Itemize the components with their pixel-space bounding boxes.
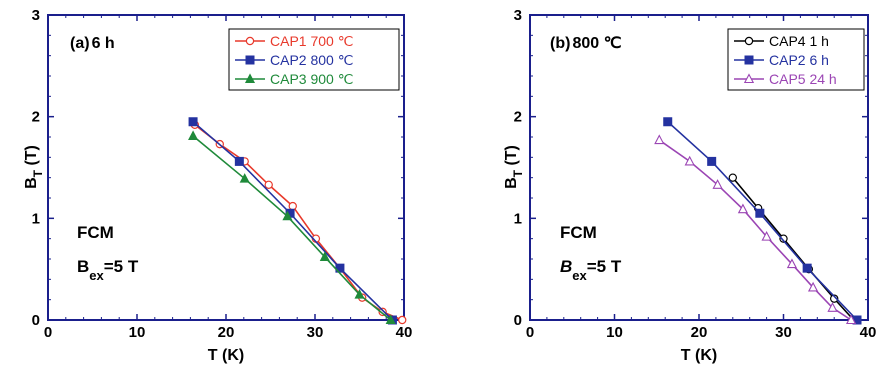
y-tick-label: 3: [32, 7, 40, 24]
series-line-1: [192, 121, 393, 321]
y-tick-label: 1: [32, 210, 40, 227]
data-point-series-0: [264, 180, 273, 189]
data-point-series-0: [398, 315, 407, 325]
data-point-series-0: [378, 307, 387, 317]
y-axis-label-sub: T: [31, 169, 45, 177]
data-point-series-0: [728, 173, 738, 182]
y-tick-label: 2: [514, 109, 522, 126]
data-point-series-2: [737, 203, 749, 214]
x-tick-label: 10: [129, 324, 146, 341]
bex-annotation: Bex=5 T: [77, 257, 139, 283]
y-tick-label: 0: [514, 312, 522, 329]
panel-condition: 6 h: [92, 35, 115, 52]
series-line-1: [667, 121, 858, 321]
legend-marker-1: [744, 55, 754, 65]
x-tick-label: 0: [526, 324, 534, 341]
series-line-0: [732, 177, 855, 321]
data-point-series-1: [707, 156, 717, 166]
legend-marker-0: [744, 36, 754, 46]
data-point-series-2: [354, 289, 365, 299]
data-point-series-2: [786, 258, 798, 269]
bex-sub: ex: [89, 268, 104, 283]
y-axis-label-unit: (T): [503, 145, 520, 170]
bex-main: B: [560, 257, 572, 276]
legend-label-1: CAP2 6 h: [769, 52, 829, 68]
legend-label-0: CAP4 1 h: [769, 33, 829, 49]
y-tick-label: 3: [514, 7, 522, 24]
panel-tag: (a) 6 h: [70, 35, 115, 52]
y-tick-label: 1: [514, 210, 522, 227]
y-tick-label: 2: [32, 109, 40, 126]
x-tick-label: 40: [860, 324, 877, 341]
x-axis-label: T (K): [208, 347, 244, 364]
data-point-series-1: [188, 117, 198, 127]
data-point-series-2: [319, 251, 330, 261]
y-axis-label-sub: T: [511, 169, 525, 177]
data-point-series-2: [282, 210, 293, 221]
panel-label: (b): [550, 35, 570, 52]
bex-value: =5 T: [587, 257, 622, 276]
data-point-series-2: [654, 134, 665, 145]
y-axis-label-main: B: [503, 177, 520, 189]
series-line-2: [192, 135, 392, 321]
data-point-series-2: [385, 314, 396, 324]
data-point-series-2: [712, 179, 723, 189]
legend-marker-1: [245, 55, 255, 65]
data-point-series-2: [761, 230, 772, 241]
fcm-annotation: FCM: [77, 223, 114, 242]
bex-sub: ex: [572, 268, 587, 283]
x-tick-label: 30: [775, 324, 792, 341]
legend-label-1: CAP2 800 ℃: [270, 52, 353, 68]
data-point-series-2: [684, 155, 695, 166]
data-point-series-1: [234, 156, 244, 166]
series-line-2: [658, 139, 852, 321]
bex-main: B: [77, 257, 89, 276]
legend-marker-2: [244, 73, 256, 83]
x-tick-label: 30: [307, 324, 324, 341]
data-point-series-1: [802, 263, 812, 273]
legend-marker-0: [245, 36, 255, 46]
y-axis-label: BT (T): [23, 145, 45, 189]
panel-tag: (b) 800 ℃: [550, 35, 622, 52]
legend-marker-2: [743, 73, 755, 84]
data-point-series-0: [779, 234, 788, 243]
data-point-series-1: [663, 117, 673, 127]
x-tick-label: 10: [606, 324, 623, 341]
legend-label-0: CAP1 700 ℃: [270, 33, 353, 49]
x-tick-label: 0: [44, 324, 52, 341]
y-axis-label-main: B: [23, 177, 40, 189]
x-tick-label: 40: [396, 324, 413, 341]
panel-condition: 800 ℃: [572, 35, 621, 52]
data-point-series-2: [188, 130, 199, 140]
fcm-annotation: FCM: [560, 223, 597, 242]
y-tick-label: 0: [32, 312, 40, 329]
x-axis-label: T (K): [681, 347, 717, 364]
data-point-series-0: [288, 201, 297, 211]
data-point-series-2: [239, 173, 250, 183]
bex-value: =5 T: [104, 257, 139, 276]
y-axis-label: BT (T): [503, 145, 525, 189]
panel-label: (a): [70, 35, 90, 52]
data-point-series-0: [830, 294, 839, 303]
data-point-series-2: [827, 302, 838, 312]
x-tick-label: 20: [691, 324, 708, 341]
data-point-series-1: [755, 208, 765, 218]
data-point-series-2: [807, 281, 819, 292]
bex-annotation: Bex=5 T: [560, 257, 622, 283]
y-axis-label-unit: (T): [23, 145, 40, 170]
legend-label-2: CAP5 24 h: [769, 71, 837, 87]
data-point-series-2: [845, 314, 857, 325]
legend-label-2: CAP3 900 ℃: [270, 71, 353, 87]
x-tick-label: 20: [218, 324, 235, 341]
